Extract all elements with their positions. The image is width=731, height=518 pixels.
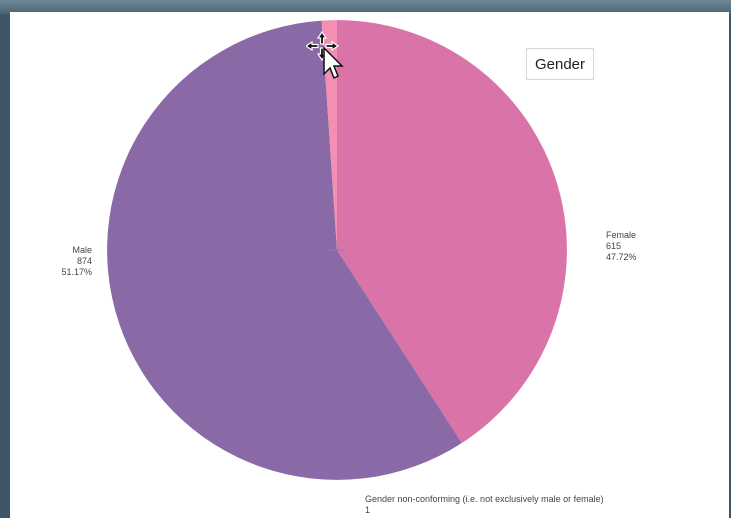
female-percent: 47.72% (606, 252, 637, 262)
chart-title: Gender (534, 55, 586, 73)
male-name: Male (72, 245, 92, 255)
gnc-count: 1 (365, 505, 371, 515)
gnc-name: Gender non-conforming (i.e. not exclusiv… (365, 494, 604, 504)
slice-label-female: Female 615 47.72% (606, 230, 637, 263)
pie-slice-male (107, 20, 462, 480)
male-percent: 51.17% (61, 267, 92, 277)
pie-chart (107, 20, 567, 480)
male-count: 874 (76, 256, 92, 266)
female-count: 615 (606, 241, 622, 251)
pie-slice-female (337, 20, 567, 444)
move-cursor-icon (306, 30, 344, 80)
female-name: Female (606, 230, 637, 240)
slice-label-male: Male 874 51.17% (32, 245, 92, 278)
slice-label-gender-non-conforming: Gender non-conforming (i.e. not exclusiv… (365, 494, 604, 516)
window-top-bar (0, 0, 731, 14)
chart-canvas: Gender Male 874 51.17% Female 615 47.72%… (10, 12, 729, 518)
chart-title-box: Gender (526, 48, 594, 80)
